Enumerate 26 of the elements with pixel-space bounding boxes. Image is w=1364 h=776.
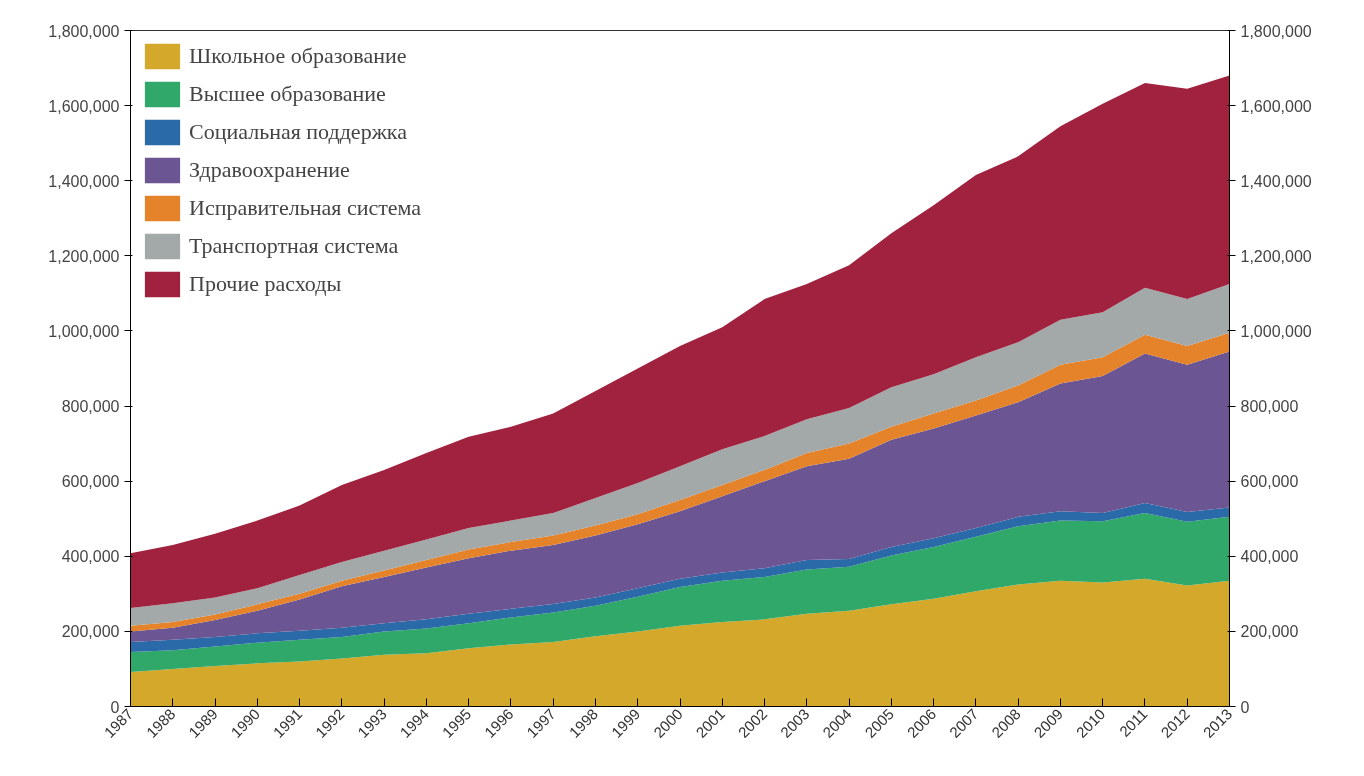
y2-tick-label: 400,000 [1240, 548, 1299, 566]
y2-tick-label: 1,400,000 [1240, 172, 1312, 190]
y2-tick-label: 1,000,000 [1240, 322, 1312, 340]
legend-label: Исправительная система [189, 195, 422, 221]
y-tick-label: 1,000,000 [48, 322, 120, 340]
y-tick-label: 1,400,000 [48, 172, 120, 190]
legend-label: Социальная поддержка [189, 119, 407, 145]
y2-tick-label: 1,200,000 [1240, 247, 1312, 265]
y-tick-label: 200,000 [61, 623, 120, 641]
y-tick-label: 600,000 [61, 473, 120, 491]
y2-tick-label: 1,600,000 [1240, 97, 1312, 115]
legend-label: Здравоохранение [189, 157, 350, 183]
y-tick-label: 800,000 [61, 398, 120, 416]
y2-tick-label: 800,000 [1240, 398, 1299, 416]
y-tick-label: 1,800,000 [48, 22, 120, 40]
y-tick-label: 400,000 [61, 548, 120, 566]
legend-label: Школьное образование [189, 43, 407, 69]
y2-tick-label: 1,800,000 [1240, 22, 1312, 40]
legend-label: Прочие расходы [189, 271, 342, 297]
y2-tick-label: 600,000 [1240, 473, 1299, 491]
legend-label: Транспортная система [189, 233, 399, 259]
y2-tick-label: 0 [1240, 698, 1250, 716]
y-tick-label: 1,200,000 [48, 247, 120, 265]
legend-label: Высшее образование [189, 81, 386, 107]
y-tick-label: 1,600,000 [48, 97, 120, 115]
y2-tick-label: 200,000 [1240, 623, 1299, 641]
